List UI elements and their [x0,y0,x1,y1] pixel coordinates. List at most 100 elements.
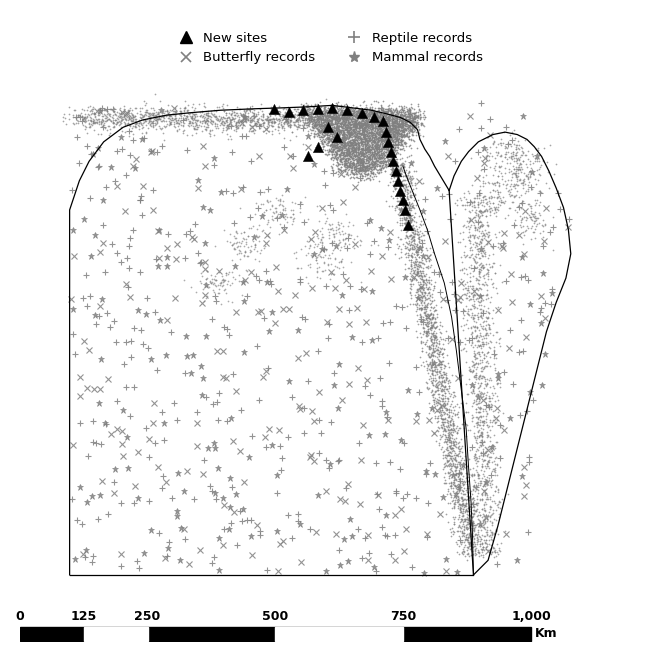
Point [379,162,389,172]
Point [397,197,407,208]
Point [409,241,419,252]
Point [377,115,388,125]
Point [476,284,486,294]
Point [191,115,201,125]
Point [146,121,157,132]
Point [267,114,278,124]
Point [221,110,232,121]
Point [347,111,358,122]
Point [445,424,456,434]
Point [388,130,399,141]
Point [242,103,252,113]
Point [394,172,404,182]
Point [333,116,343,126]
Point [388,182,399,193]
Point [322,115,332,125]
Point [529,218,539,229]
Point [141,120,151,130]
Point [352,138,362,148]
Point [454,485,464,495]
Point [427,365,438,375]
Point [365,140,376,151]
Point [363,119,373,130]
Point [430,370,441,381]
Point [415,111,426,122]
Point [392,140,402,150]
Point [271,113,281,124]
Point [365,159,375,169]
Point [339,136,349,146]
Point [436,364,446,375]
Point [466,242,476,253]
Point [383,114,394,124]
Point [291,246,301,257]
Point [409,110,420,121]
Point [350,134,360,145]
Point [447,427,458,438]
Point [455,458,465,468]
Point [442,433,453,443]
Point [422,350,433,360]
Point [393,168,403,178]
Point [192,124,202,134]
Point [358,119,368,130]
Point [465,502,476,512]
Point [344,148,354,159]
Point [326,223,337,233]
Point [398,182,409,193]
Point [402,171,413,181]
Point [328,161,338,172]
Point [471,506,481,517]
Point [345,122,356,133]
Point [430,346,440,356]
Point [470,544,481,554]
Point [322,136,333,146]
Point [331,147,341,157]
Point [329,231,339,242]
Point [445,406,456,417]
Point [413,318,424,329]
Point [362,158,372,168]
Point [500,180,511,191]
Point [384,126,395,137]
Point [341,122,351,132]
Point [472,412,482,422]
Point [59,109,69,119]
Point [314,112,324,122]
Point [412,112,422,122]
Point [117,115,128,125]
Point [422,293,433,303]
Point [371,164,381,175]
Point [320,209,330,219]
Point [407,117,417,128]
Point [116,117,126,128]
Point [388,156,398,166]
Point [412,332,422,343]
Point [332,141,343,152]
Point [403,204,414,214]
Point [424,255,435,265]
Point [489,202,499,213]
Point [247,106,257,117]
Point [331,140,342,150]
Point [400,179,410,190]
Point [361,147,371,158]
Point [393,187,403,197]
Point [305,104,316,115]
Point [89,107,100,118]
Point [443,435,454,445]
Point [385,107,396,117]
Point [124,112,134,122]
Point [281,209,291,219]
Point [383,122,394,133]
Point [342,156,352,166]
Point [246,117,256,127]
Point [403,119,414,130]
Point [505,203,515,214]
Point [151,115,162,126]
Point [492,377,502,388]
Point [387,136,398,146]
Point [461,357,472,367]
Point [319,119,329,130]
Point [345,138,355,149]
